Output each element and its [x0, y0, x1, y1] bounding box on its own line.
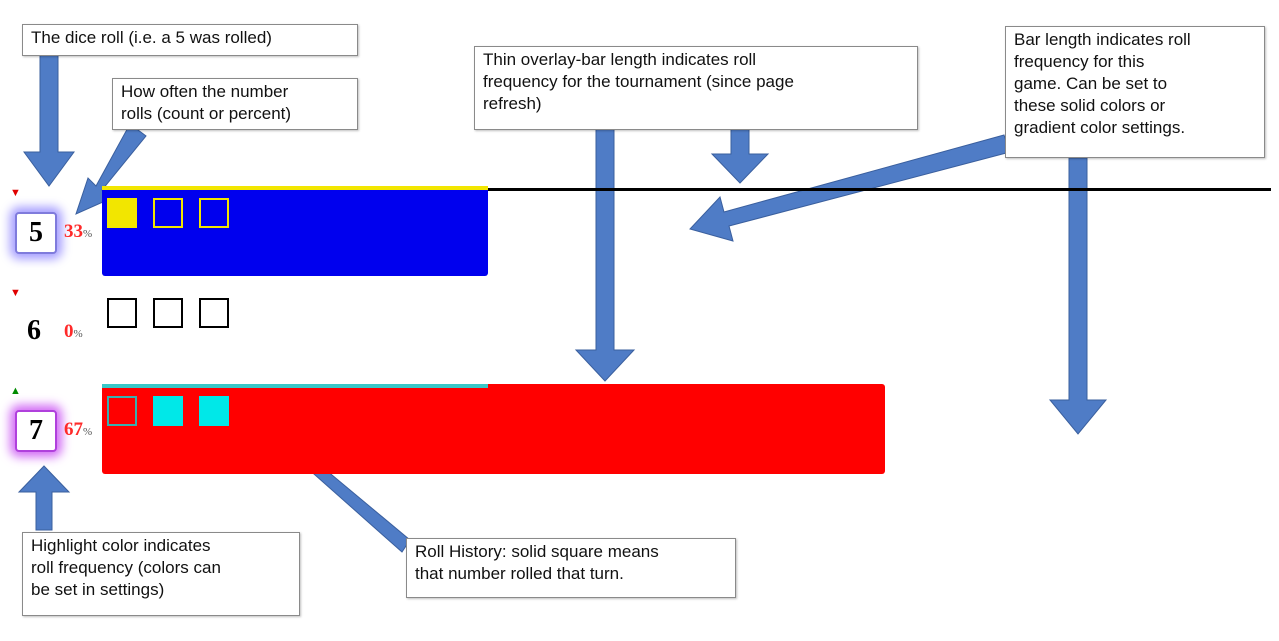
arrow-highlight [17, 465, 71, 531]
percent-value: 0 [64, 321, 74, 342]
roll-history-square [199, 298, 229, 328]
arrow-bar-length-down [1048, 157, 1108, 435]
roll-history-square [153, 198, 183, 228]
percent-symbol: % [83, 426, 93, 438]
percent-value: 67 [64, 419, 83, 440]
trend-down-icon: ▼ [10, 287, 21, 299]
roll-percent-6: 0% [64, 322, 83, 344]
roll-history-square [153, 298, 183, 328]
percent-symbol: % [83, 228, 93, 240]
roll-history-square [107, 396, 137, 426]
arrow-overlay [574, 104, 636, 382]
arrow-how-often [75, 123, 147, 215]
callout-dice-roll: The dice roll (i.e. a 5 was rolled) [22, 24, 358, 56]
roll-history-square [107, 298, 137, 328]
callout-how-often: How often the number rolls (count or per… [112, 78, 358, 130]
callout-roll-history: Roll History: solid square means that nu… [406, 538, 736, 598]
arrow-dice-roll [23, 54, 75, 187]
game-frequency-bar-5 [102, 186, 488, 276]
roll-percent-7: 67% [64, 420, 92, 442]
roll-history-square [153, 396, 183, 426]
tournament-overlay-bar-7 [102, 384, 488, 388]
roll-history-square [199, 198, 229, 228]
arrow-tournament-top [710, 125, 770, 184]
roll-percent-5: 33% [64, 222, 92, 244]
roll-history-square [107, 198, 137, 228]
callout-bar-length: Bar length indicates roll frequency for … [1005, 26, 1265, 158]
trend-up-icon: ▲ [10, 385, 21, 397]
dice-number-7: 7 [15, 410, 57, 452]
percent-symbol: % [73, 328, 83, 340]
tournament-overlay-bar-5 [102, 186, 488, 190]
game-frequency-bar-7 [102, 384, 885, 474]
trend-down-icon: ▼ [10, 187, 21, 199]
dice-number-5: 5 [15, 212, 57, 254]
callout-thin-overlay: Thin overlay-bar length indicates roll f… [474, 46, 918, 130]
dice-number-6: 6 [27, 315, 41, 346]
percent-value: 33 [64, 221, 83, 242]
roll-history-square [199, 396, 229, 426]
callout-highlight: Highlight color indicates roll frequency… [22, 532, 300, 616]
tournament-scale-line [488, 188, 1271, 191]
